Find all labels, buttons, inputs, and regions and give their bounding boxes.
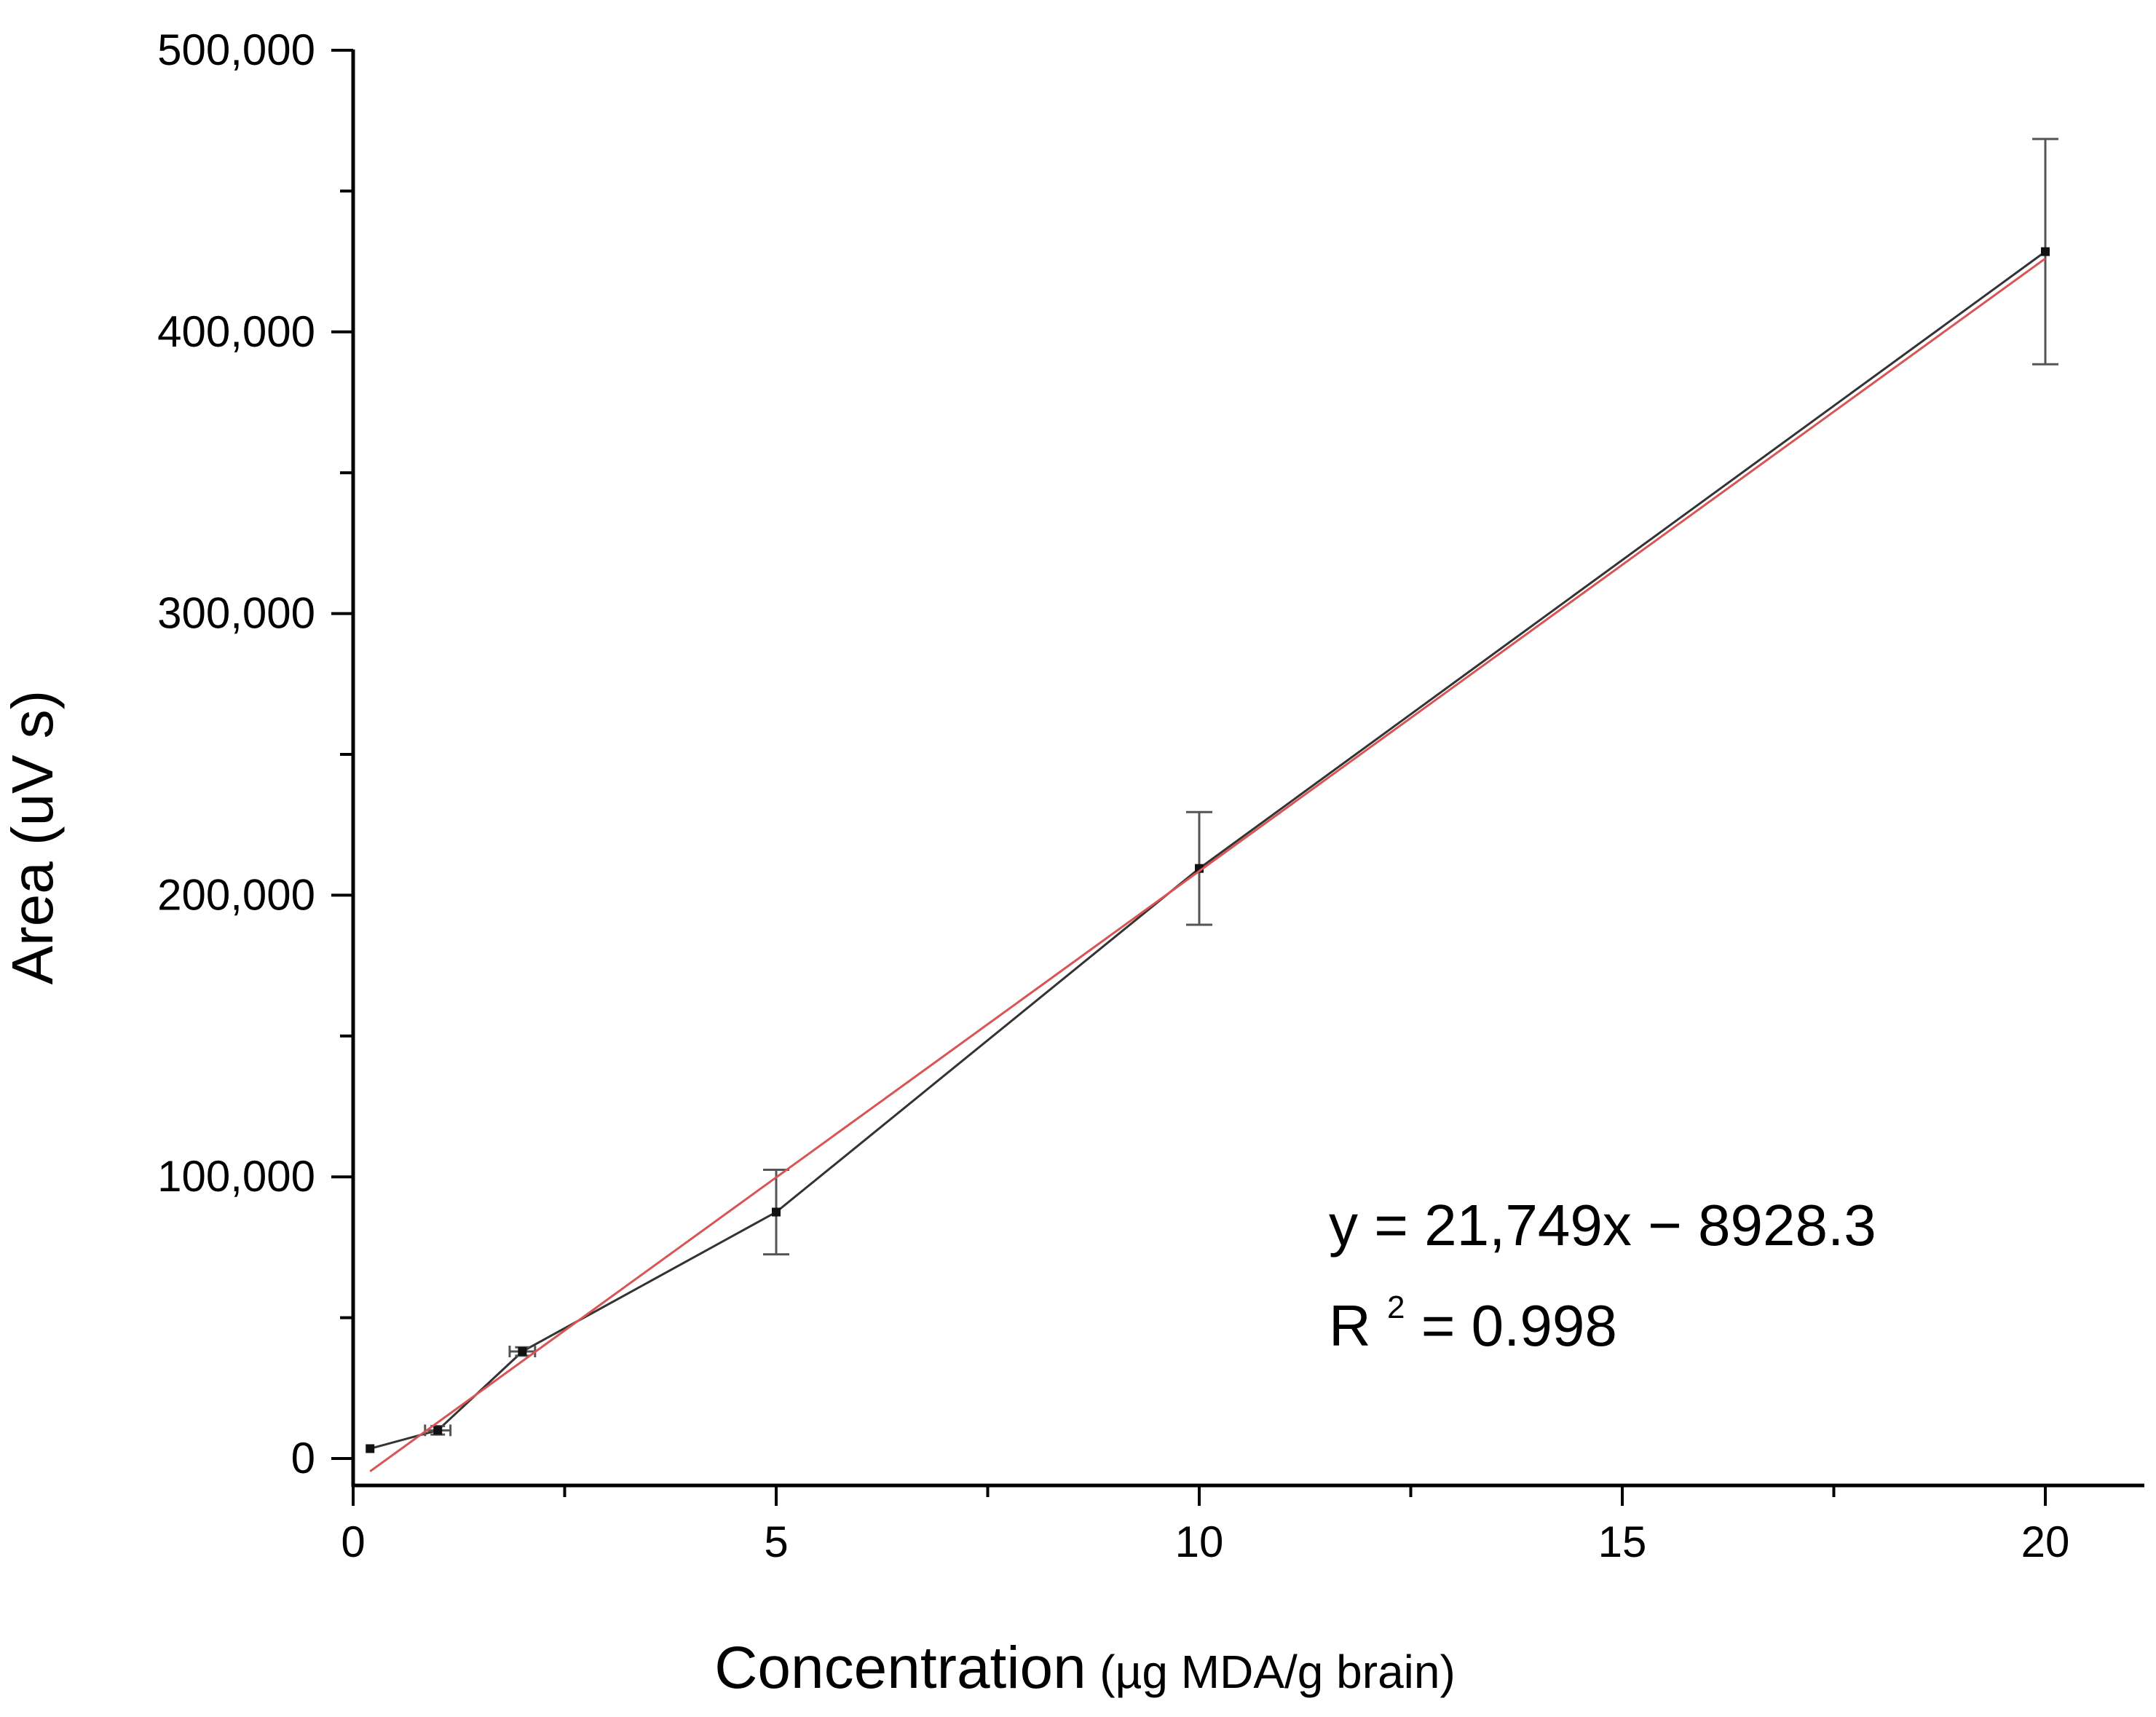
x-tick-label: 10 <box>1175 1517 1224 1566</box>
x-axis-title: Concentration (µg MDA/g brain) <box>714 1635 1456 1701</box>
y-tick-label: 0 <box>291 1434 315 1483</box>
y-tick-label: 200,000 <box>157 870 315 919</box>
r-squared-value: = 0.998 <box>1421 1293 1617 1358</box>
x-axis-title-main: Concentration <box>714 1635 1086 1701</box>
ticks <box>331 49 2047 1506</box>
y-tick-label: 100,000 <box>157 1152 315 1201</box>
x-tick-label: 20 <box>2021 1517 2070 1566</box>
y-axis-title: Area (uV s) <box>0 690 65 985</box>
series-layer <box>366 138 2058 1472</box>
x-tick-label: 0 <box>341 1517 365 1566</box>
y-tick-label: 400,000 <box>157 307 315 356</box>
fit-equation: y = 21,749x − 8928.3 <box>1329 1193 1876 1258</box>
x-axis-title-unit: (µg MDA/g brain) <box>1099 1646 1456 1698</box>
y-tick-label: 300,000 <box>157 589 315 638</box>
tick-labels: 0 5 10 15 20 0 100,000 200,000 300,000 400,000 500… <box>157 25 2069 1566</box>
r-squared-superscript: 2 <box>1387 1290 1405 1325</box>
data-point <box>433 1426 443 1435</box>
x-tick-label: 15 <box>1598 1517 1647 1566</box>
r-squared-base: R <box>1329 1293 1371 1358</box>
r-squared: R 2 = 0.998 <box>1329 1266 1617 1358</box>
data-point <box>2041 247 2050 256</box>
data-point <box>366 1444 375 1453</box>
data-point <box>772 1207 781 1217</box>
fit-line <box>369 257 2046 1472</box>
x-tick-label: 5 <box>764 1517 788 1566</box>
data-point <box>518 1347 527 1357</box>
y-tick-label: 500,000 <box>157 25 315 74</box>
axes <box>351 50 2144 1488</box>
measured-series-line <box>369 250 2046 1450</box>
